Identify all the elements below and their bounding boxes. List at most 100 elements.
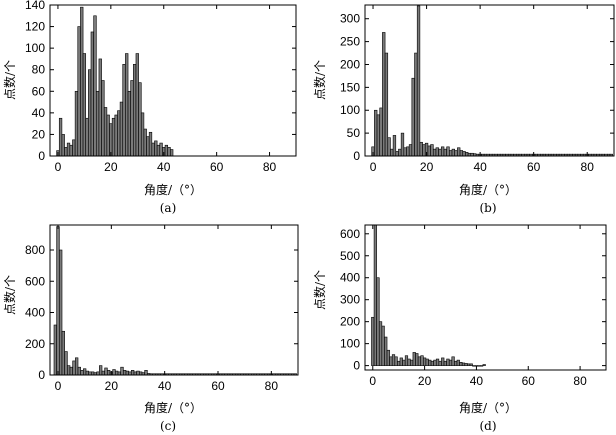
bar-series-c — [53, 226, 297, 376]
bar-a-26 — [125, 53, 129, 157]
bar-c-25 — [123, 370, 127, 376]
y-tick-label-b-0: 0 — [353, 149, 360, 163]
bar-c-26 — [125, 370, 129, 376]
bar-a-32 — [140, 112, 145, 157]
bar-b-14 — [408, 144, 413, 157]
caption-a: (a) — [160, 201, 177, 215]
bar-a-27 — [127, 90, 131, 157]
bar-b-2 — [376, 114, 381, 157]
bar-a-22 — [114, 114, 118, 157]
y-tick-label-c-0: 0 — [38, 368, 45, 382]
bar-c-28 — [131, 370, 135, 376]
bar-d-14 — [407, 358, 411, 366]
bar-d-28 — [443, 360, 447, 366]
bar-a-11 — [85, 117, 89, 157]
bar-c-21 — [112, 369, 116, 376]
bar-d-12 — [402, 359, 406, 366]
bar-d-43 — [482, 364, 486, 366]
y-tick-label-c-800: 800 — [25, 243, 45, 257]
caption-d: (d) — [479, 419, 496, 433]
bar-c-6 — [72, 360, 76, 376]
bar-a-15 — [95, 90, 100, 157]
y-tick-label-b-200: 200 — [340, 57, 360, 71]
bar-b-4 — [382, 32, 386, 157]
bar-b-33 — [459, 150, 464, 157]
bar-a-25 — [122, 64, 126, 157]
bar-d-26 — [438, 360, 442, 366]
bar-a-3 — [64, 147, 68, 157]
bar-b-1 — [374, 109, 378, 157]
bar-b-29 — [449, 150, 453, 157]
bar-a-4 — [66, 142, 71, 157]
chart-panel-d: 0 20 40 60 80 0 100 200 300 400 500 600 点数/个 角度/（°）… — [312, 224, 607, 433]
x-tick-label-a-20: 20 — [104, 160, 118, 174]
x-tick-label-d-0: 0 — [369, 374, 376, 388]
bar-a-21 — [111, 117, 116, 157]
y-tick-label-a-40: 40 — [32, 106, 46, 120]
bar-c-33 — [144, 370, 148, 376]
bar-b-16 — [414, 52, 418, 157]
bar-d-41 — [477, 365, 481, 367]
bar-a-41 — [164, 144, 169, 157]
x-tick-label-b-0: 0 — [370, 160, 377, 174]
bar-a-16 — [98, 58, 102, 157]
bar-d-19 — [420, 355, 424, 366]
bar-d-4 — [381, 325, 385, 366]
bar-a-31 — [138, 82, 142, 157]
bar-c-7 — [75, 357, 79, 376]
bar-c-0 — [56, 226, 60, 376]
bar-a-24 — [119, 101, 124, 157]
bar-b-28 — [446, 146, 450, 157]
y-tick-label-d-200: 200 — [340, 315, 360, 329]
bar-b-26 — [441, 146, 445, 157]
y-tick-label-a-100: 100 — [25, 41, 45, 55]
y-tick-label-a-140: 140 — [25, 0, 45, 12]
y-tick-label-d-100: 100 — [340, 337, 360, 351]
bar-b-6 — [387, 137, 391, 157]
bar-c-22 — [115, 370, 119, 376]
y-tick-label-a-0: 0 — [38, 149, 45, 163]
bar-series-d — [371, 224, 486, 367]
caption-b: (b) — [479, 201, 496, 215]
bar-a-34 — [146, 136, 150, 157]
bar-d-25 — [435, 358, 440, 366]
bar-d-3 — [378, 321, 383, 366]
bar-d-2 — [376, 277, 380, 366]
y-tick-label-d-500: 500 — [340, 249, 360, 263]
bar-d-22 — [428, 359, 432, 366]
bar-a-23 — [117, 110, 121, 157]
bar-a-14 — [93, 15, 97, 157]
bar-d-16 — [412, 352, 416, 366]
bar-c--1 — [53, 324, 57, 376]
bar-c-1 — [59, 249, 63, 376]
bar-c-5 — [69, 366, 73, 376]
bar-b-23 — [432, 148, 437, 157]
bar-a-36 — [151, 142, 155, 157]
x-tick-label-a-60: 60 — [210, 160, 224, 174]
y-tick-label-c-200: 200 — [25, 337, 45, 351]
x-tick-label-a-80: 80 — [263, 160, 277, 174]
x-axis-label-c: 角度/（°） — [144, 400, 202, 415]
y-axis-label-a: 点数/个 — [2, 60, 17, 100]
bar-a-43 — [170, 149, 174, 157]
bar-b-17 — [416, 5, 421, 157]
bar-b-13 — [406, 146, 410, 157]
plot-frame-c — [49, 224, 299, 376]
bar-a-5 — [69, 144, 73, 157]
bar-c-19 — [107, 370, 111, 376]
bar-d-7 — [389, 356, 393, 366]
bar-a-7 — [74, 90, 79, 157]
y-axis-label-c: 点数/个 — [2, 275, 17, 315]
axis-ticks-b: 0 20 40 60 80 0 50 100 150 200 250 300 — [340, 5, 614, 174]
x-tick-label-d-20: 20 — [418, 374, 432, 388]
x-axis-label-a: 角度/（°） — [144, 182, 202, 197]
x-tick-label-c-40: 40 — [158, 379, 172, 393]
y-tick-label-d-400: 400 — [340, 271, 360, 285]
y-tick-label-c-600: 600 — [25, 274, 45, 288]
x-tick-label-c-20: 20 — [105, 379, 119, 393]
bar-d-20 — [423, 357, 427, 366]
bar-c-24 — [120, 366, 124, 376]
